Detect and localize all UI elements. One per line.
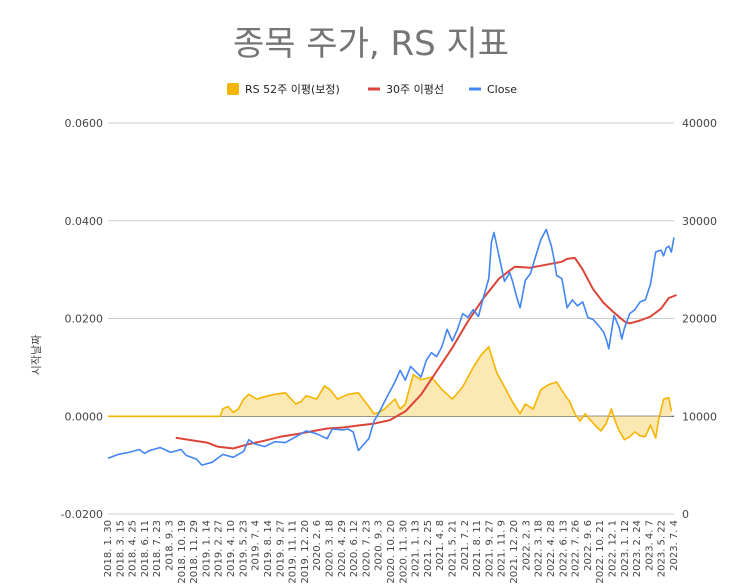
right-tick-label: 10000 xyxy=(682,410,717,423)
x-tick-label: 2020. 3. 18 xyxy=(325,520,336,577)
x-axis-ticks: 2018. 1. 30 2018. 3. 15 2018. 4. 25 2018. 6… xyxy=(103,520,680,584)
x-tick-label: 2019. 7. 4 xyxy=(251,520,262,571)
series-line-rs xyxy=(108,346,673,441)
right-tick-label: 40000 xyxy=(682,117,717,130)
x-tick-label: 2018. 9. 3 xyxy=(165,520,176,571)
left-tick-label: -0.0200 xyxy=(61,508,103,521)
x-tick-label: 2019. 2. 27 xyxy=(214,520,225,577)
x-tick-label: 2020. 6. 12 xyxy=(349,520,360,577)
legend-label-rs: RS 52주 이평(보정) xyxy=(245,83,340,96)
left-tick-label: 0.0400 xyxy=(65,215,104,228)
x-tick-label: 2018. 7. 23 xyxy=(152,520,163,577)
x-tick-label: 2021. 1. 13 xyxy=(411,520,422,577)
legend-label-ma: 30주 이평선 xyxy=(386,83,444,96)
x-tick-label: 2022. 4. 28 xyxy=(546,520,557,577)
x-tick-label: 2020. 10. 20 xyxy=(386,520,397,584)
x-tick-label: 2021. 7. 2 xyxy=(460,520,471,571)
x-tick-label: 2022. 2. 3 xyxy=(521,520,532,571)
x-tick-label: 2022. 12. 1 xyxy=(608,520,619,577)
x-tick-label: 2022. 10. 21 xyxy=(595,520,606,584)
series-line-close xyxy=(107,228,675,466)
x-tick-label: 2018. 1. 30 xyxy=(103,520,114,577)
x-tick-label: 2021. 5. 21 xyxy=(448,520,459,577)
x-tick-label: 2020. 4. 29 xyxy=(337,520,348,577)
right-tick-label: 30000 xyxy=(682,215,717,228)
x-tick-label: 2020. 9. 3 xyxy=(374,520,385,571)
x-tick-label: 2019. 8. 14 xyxy=(263,520,274,577)
right-tick-label: 0 xyxy=(682,508,689,521)
legend-swatch-rs xyxy=(227,83,239,95)
x-tick-label: 2019. 5. 23 xyxy=(238,520,249,577)
series-area-rs xyxy=(108,346,672,440)
x-tick-label: 2023. 4. 7 xyxy=(644,520,655,571)
x-tick-label: 2021. 12. 20 xyxy=(509,520,520,584)
x-tick-label: 2019. 11. 11 xyxy=(288,520,299,584)
x-tick-label: 2023. 2. 24 xyxy=(632,520,643,577)
x-tick-label: 2019. 12. 20 xyxy=(300,520,311,584)
x-tick-label: 2022. 7. 26 xyxy=(571,520,582,577)
series-line-ma30 xyxy=(175,256,677,450)
left-tick-label: 0.0600 xyxy=(65,117,104,130)
x-tick-label: 2018. 3. 15 xyxy=(115,520,126,577)
x-tick-label: 2019. 4. 10 xyxy=(226,520,237,577)
x-tick-label: 2018. 6. 11 xyxy=(140,520,151,577)
x-tick-label: 2018. 10. 19 xyxy=(177,520,188,584)
right-tick-label: 20000 xyxy=(682,313,717,326)
x-tick-label: 2021. 9. 27 xyxy=(484,520,495,577)
x-tick-label: 2022. 3. 18 xyxy=(534,520,545,577)
left-tick-label: 0.0200 xyxy=(65,313,104,326)
x-tick-label: 2021. 8. 11 xyxy=(472,520,483,577)
x-tick-label: 2021. 2. 25 xyxy=(423,520,434,577)
x-tick-label: 2022. 9. 6 xyxy=(583,520,594,571)
x-tick-label: 2023. 1. 12 xyxy=(620,520,631,577)
x-tick-label: 2023. 5. 22 xyxy=(657,520,668,577)
x-tick-label: 2019. 9. 27 xyxy=(275,520,286,577)
x-tick-label: 2018. 11. 29 xyxy=(189,520,200,584)
legend: RS 52주 이평(보정) 30주 이평선 Close xyxy=(227,83,517,96)
x-tick-label: 2023. 7. 4 xyxy=(669,520,680,571)
x-tick-label: 2020. 7. 23 xyxy=(361,520,372,577)
x-tick-label: 2021. 4. 8 xyxy=(435,520,446,571)
x-tick-label: 2020. 2. 6 xyxy=(312,520,323,571)
x-tick-label: 2022. 6. 13 xyxy=(558,520,569,577)
y-axis-label: 시작날짜 xyxy=(30,335,43,375)
right-axis-ticks: 0 10000 20000 30000 40000 xyxy=(682,117,717,521)
left-axis-ticks: -0.0200 0.0000 0.0200 0.0400 0.0600 xyxy=(61,117,103,521)
x-tick-label: 2021. 11. 9 xyxy=(497,520,508,577)
series-layer xyxy=(107,228,677,466)
x-tick-label: 2019. 1. 14 xyxy=(201,520,212,577)
x-tick-label: 2020. 11. 30 xyxy=(398,520,409,584)
chart-title: 종목 주가, RS 지표 xyxy=(233,24,509,64)
left-tick-label: 0.0000 xyxy=(65,410,104,423)
legend-label-close: Close xyxy=(487,83,517,96)
x-tick-label: 2018. 4. 25 xyxy=(128,520,139,577)
